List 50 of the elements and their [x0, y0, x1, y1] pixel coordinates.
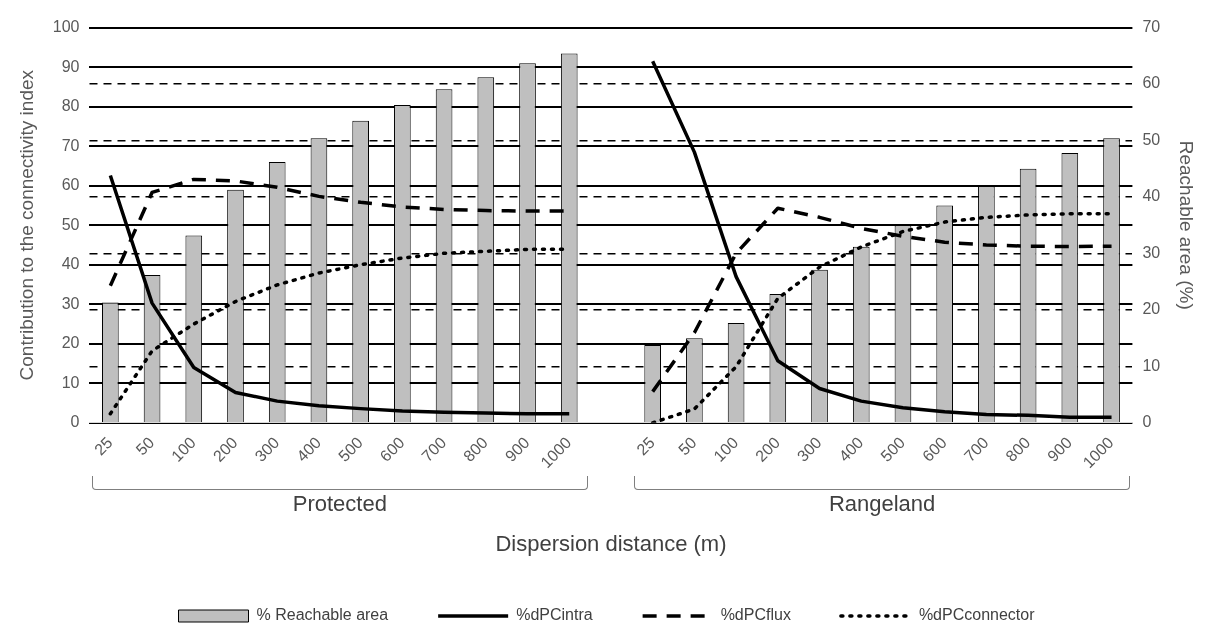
x-tick-label: 900 [501, 433, 533, 465]
x-tick-label: 200 [752, 433, 784, 465]
x-tick-label: 700 [960, 433, 992, 465]
y-tick-label: 10 [61, 373, 80, 391]
y2-tick-label: 10 [1142, 356, 1161, 374]
y-tick-label: 80 [61, 97, 80, 115]
x-tick-label: 200 [209, 433, 241, 465]
y-tick-label: 50 [61, 215, 80, 233]
x-tick-label: 100 [168, 433, 200, 465]
x-tick-label: 600 [919, 433, 950, 465]
y-tick-label: 70 [61, 136, 80, 154]
x-axis-title: Dispersion distance (m) [495, 530, 727, 556]
x-tick-label: 800 [460, 433, 492, 465]
y2-tick-label: 0 [1142, 413, 1152, 431]
x-tick-label: 900 [1044, 433, 1076, 465]
y-axis-title: Contribution to the connectivity index [15, 69, 37, 381]
x-tick-label: 100 [710, 433, 742, 465]
y-tick-label: 90 [61, 57, 80, 75]
x-tick-label: 500 [334, 433, 366, 465]
legend-label: %dPCflux [720, 606, 791, 624]
x-tick-label: 300 [793, 433, 825, 465]
text: Rangeland [828, 490, 936, 516]
y2-axis-title: Reachable area (%) [1176, 140, 1198, 310]
y-tick-label: 40 [61, 255, 80, 273]
y2-tick-label: 30 [1142, 243, 1161, 261]
x-tick-label: 500 [877, 433, 909, 465]
y2-tick-label: 20 [1142, 300, 1161, 318]
x-tick-label: 25 [633, 433, 658, 459]
x-tick-label: 700 [418, 433, 450, 465]
x-tick-label: 400 [293, 433, 325, 465]
y2-tick-label: 50 [1142, 130, 1161, 148]
y2-tick-label: 60 [1142, 74, 1161, 92]
y-tick-label: 30 [61, 294, 80, 312]
y2-tick-label: 40 [1142, 187, 1161, 205]
text: Protected [292, 490, 387, 516]
legend-label: %dPCconnector [918, 606, 1036, 624]
y-tick-label: 20 [61, 334, 80, 352]
x-tick-label: 800 [1002, 433, 1034, 465]
x-tick-label: 300 [251, 433, 283, 465]
y-tick-label: 100 [52, 18, 80, 36]
x-tick-label: 50 [132, 433, 158, 459]
legend-label: %dPCintra [516, 606, 593, 624]
x-tick-label: 50 [675, 433, 700, 459]
x-tick-label: 25 [90, 433, 116, 459]
y-tick-label: 0 [70, 413, 80, 431]
y2-tick-label: 70 [1142, 18, 1161, 36]
x-tick-label: 400 [835, 433, 867, 465]
x-tick-label: 600 [376, 433, 408, 465]
legend-label: % Reachable area [256, 606, 389, 624]
y-tick-label: 60 [61, 176, 80, 194]
